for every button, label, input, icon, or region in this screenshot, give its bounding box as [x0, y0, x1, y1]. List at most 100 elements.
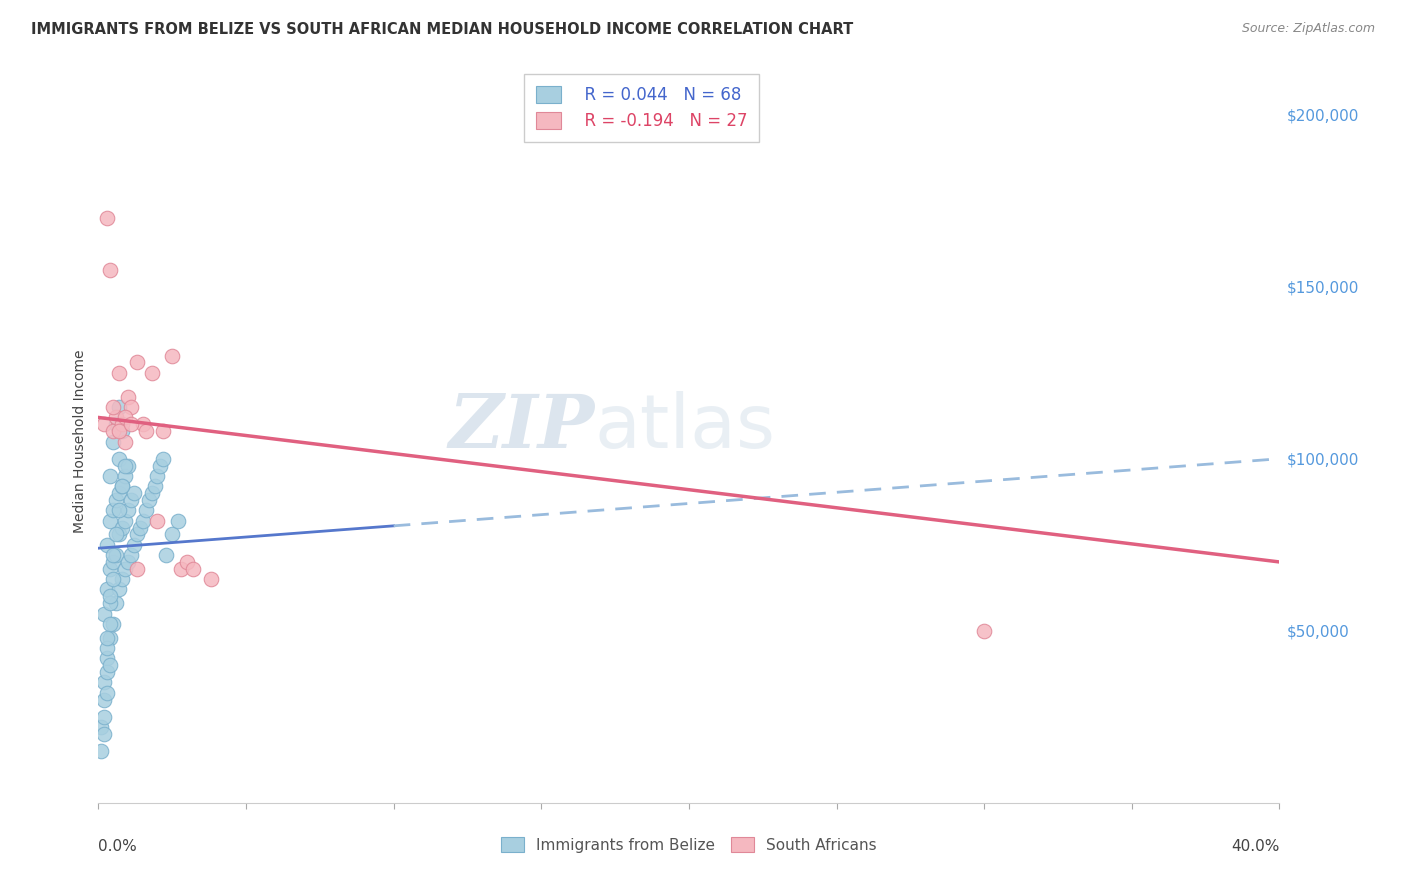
- Point: [108, 503, 131, 517]
- Point: [96, 665, 118, 679]
- Point: [162, 527, 183, 541]
- Point: [176, 555, 198, 569]
- Point: [96, 651, 118, 665]
- Point: [122, 486, 145, 500]
- Point: [125, 527, 148, 541]
- Point: [108, 527, 131, 541]
- Point: [96, 640, 118, 655]
- Point: [93, 417, 115, 432]
- Point: [152, 451, 174, 466]
- Point: [141, 366, 163, 380]
- Point: [138, 493, 160, 508]
- Point: [103, 424, 125, 438]
- Point: [135, 503, 157, 517]
- Point: [103, 400, 125, 414]
- Point: [141, 486, 163, 500]
- Point: [105, 527, 128, 541]
- Point: [146, 514, 169, 528]
- Point: [105, 548, 128, 562]
- Point: [111, 417, 134, 432]
- Point: [125, 562, 148, 576]
- Point: [125, 355, 148, 369]
- Point: [98, 590, 121, 604]
- Legend: Immigrants from Belize, South Africans: Immigrants from Belize, South Africans: [494, 829, 884, 860]
- Point: [108, 486, 131, 500]
- Point: [111, 572, 134, 586]
- Text: Source: ZipAtlas.com: Source: ZipAtlas.com: [1241, 22, 1375, 36]
- Point: [98, 469, 121, 483]
- Point: [200, 572, 222, 586]
- Point: [132, 514, 155, 528]
- Point: [114, 458, 136, 473]
- Point: [93, 727, 115, 741]
- Point: [108, 582, 131, 597]
- Point: [93, 675, 115, 690]
- Point: [90, 720, 112, 734]
- Text: 40.0%: 40.0%: [1232, 838, 1279, 854]
- Point: [155, 548, 177, 562]
- Point: [93, 710, 115, 724]
- Point: [98, 616, 121, 631]
- Point: [111, 520, 134, 534]
- Text: ZIP: ZIP: [449, 391, 595, 463]
- Point: [96, 631, 118, 645]
- Point: [98, 562, 121, 576]
- Point: [98, 631, 121, 645]
- Point: [103, 503, 125, 517]
- Point: [93, 692, 115, 706]
- Point: [98, 596, 121, 610]
- Point: [167, 514, 190, 528]
- Point: [117, 458, 139, 473]
- Point: [96, 686, 118, 700]
- Point: [149, 458, 172, 473]
- Point: [105, 410, 128, 425]
- Point: [105, 417, 128, 432]
- Point: [103, 548, 125, 562]
- Point: [152, 424, 174, 438]
- Point: [105, 493, 128, 508]
- Point: [98, 658, 121, 673]
- Point: [96, 538, 118, 552]
- Y-axis label: Median Household Income: Median Household Income: [73, 350, 87, 533]
- Point: [108, 424, 131, 438]
- Point: [108, 451, 131, 466]
- Point: [117, 555, 139, 569]
- Point: [162, 349, 183, 363]
- Point: [108, 400, 131, 414]
- Point: [120, 548, 142, 562]
- Text: 0.0%: 0.0%: [98, 838, 138, 854]
- Point: [103, 572, 125, 586]
- Point: [122, 538, 145, 552]
- Point: [132, 417, 155, 432]
- Point: [93, 607, 115, 621]
- Point: [146, 469, 169, 483]
- Point: [120, 400, 142, 414]
- Point: [103, 555, 125, 569]
- Point: [111, 479, 134, 493]
- Point: [143, 479, 166, 493]
- Point: [111, 479, 134, 493]
- Point: [973, 624, 995, 638]
- Point: [114, 514, 136, 528]
- Point: [108, 366, 131, 380]
- Text: atlas: atlas: [595, 391, 776, 464]
- Point: [170, 562, 193, 576]
- Point: [181, 562, 204, 576]
- Text: IMMIGRANTS FROM BELIZE VS SOUTH AFRICAN MEDIAN HOUSEHOLD INCOME CORRELATION CHAR: IMMIGRANTS FROM BELIZE VS SOUTH AFRICAN …: [31, 22, 853, 37]
- Point: [117, 503, 139, 517]
- Point: [98, 262, 121, 277]
- Point: [120, 417, 142, 432]
- Point: [114, 469, 136, 483]
- Point: [114, 562, 136, 576]
- Point: [90, 744, 112, 758]
- Point: [103, 616, 125, 631]
- Point: [135, 424, 157, 438]
- Point: [96, 582, 118, 597]
- Point: [103, 434, 125, 449]
- Point: [120, 493, 142, 508]
- Point: [114, 410, 136, 425]
- Point: [111, 424, 134, 438]
- Point: [128, 520, 150, 534]
- Point: [105, 596, 128, 610]
- Point: [98, 514, 121, 528]
